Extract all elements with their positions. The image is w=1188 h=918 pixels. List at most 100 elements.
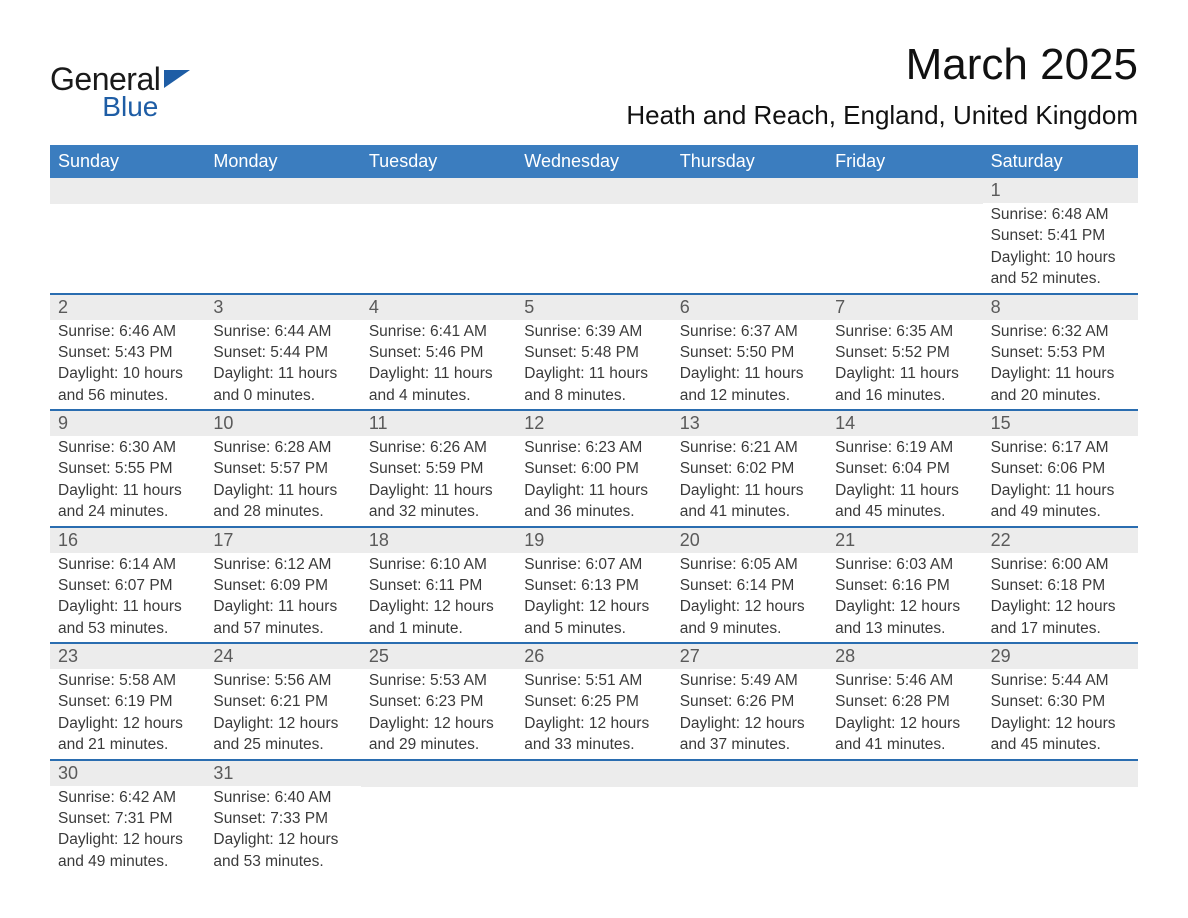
sunset-text: Sunset: 6:18 PM	[983, 574, 1138, 595]
week-row: 1Sunrise: 6:48 AMSunset: 5:41 PMDaylight…	[50, 178, 1138, 293]
sunrise-text: Sunrise: 6:17 AM	[983, 436, 1138, 457]
day-number: 31	[205, 761, 360, 786]
day-number: 6	[672, 295, 827, 320]
logo-triangle-icon	[164, 70, 190, 88]
empty-cell	[672, 178, 827, 293]
daylight-text: and 5 minutes.	[516, 617, 671, 638]
sunset-text: Sunset: 5:55 PM	[50, 457, 205, 478]
day-cell: 27Sunrise: 5:49 AMSunset: 6:26 PMDayligh…	[672, 644, 827, 759]
daylight-text: Daylight: 11 hours	[827, 479, 982, 500]
daylight-text: Daylight: 12 hours	[361, 712, 516, 733]
day-number: 14	[827, 411, 982, 436]
empty-daynum-bar	[361, 178, 516, 204]
day-cell: 3Sunrise: 6:44 AMSunset: 5:44 PMDaylight…	[205, 295, 360, 410]
empty-cell	[827, 178, 982, 293]
day-number: 30	[50, 761, 205, 786]
day-number: 4	[361, 295, 516, 320]
day-number: 28	[827, 644, 982, 669]
dow-monday: Monday	[205, 145, 360, 178]
day-cell: 16Sunrise: 6:14 AMSunset: 6:07 PMDayligh…	[50, 528, 205, 643]
empty-daynum-bar	[516, 761, 671, 787]
sunset-text: Sunset: 5:59 PM	[361, 457, 516, 478]
sunset-text: Sunset: 6:13 PM	[516, 574, 671, 595]
sunrise-text: Sunrise: 5:53 AM	[361, 669, 516, 690]
daylight-text: and 28 minutes.	[205, 500, 360, 521]
sunrise-text: Sunrise: 6:44 AM	[205, 320, 360, 341]
weeks-container: 1Sunrise: 6:48 AMSunset: 5:41 PMDaylight…	[50, 178, 1138, 875]
empty-daynum-bar	[50, 178, 205, 204]
sunrise-text: Sunrise: 6:28 AM	[205, 436, 360, 457]
day-number: 16	[50, 528, 205, 553]
day-number: 17	[205, 528, 360, 553]
dow-wednesday: Wednesday	[516, 145, 671, 178]
sunrise-text: Sunrise: 6:32 AM	[983, 320, 1138, 341]
daylight-text: Daylight: 10 hours	[50, 362, 205, 383]
day-cell: 13Sunrise: 6:21 AMSunset: 6:02 PMDayligh…	[672, 411, 827, 526]
day-cell: 18Sunrise: 6:10 AMSunset: 6:11 PMDayligh…	[361, 528, 516, 643]
day-number: 18	[361, 528, 516, 553]
day-cell: 22Sunrise: 6:00 AMSunset: 6:18 PMDayligh…	[983, 528, 1138, 643]
week-row: 30Sunrise: 6:42 AMSunset: 7:31 PMDayligh…	[50, 759, 1138, 876]
week-row: 23Sunrise: 5:58 AMSunset: 6:19 PMDayligh…	[50, 642, 1138, 759]
sunset-text: Sunset: 5:52 PM	[827, 341, 982, 362]
sunset-text: Sunset: 6:07 PM	[50, 574, 205, 595]
day-cell: 21Sunrise: 6:03 AMSunset: 6:16 PMDayligh…	[827, 528, 982, 643]
daylight-text: and 8 minutes.	[516, 384, 671, 405]
sunrise-text: Sunrise: 6:23 AM	[516, 436, 671, 457]
daylight-text: Daylight: 12 hours	[50, 828, 205, 849]
daylight-text: Daylight: 11 hours	[827, 362, 982, 383]
day-number: 2	[50, 295, 205, 320]
daylight-text: and 12 minutes.	[672, 384, 827, 405]
day-number: 10	[205, 411, 360, 436]
daylight-text: Daylight: 12 hours	[361, 595, 516, 616]
daylight-text: Daylight: 12 hours	[205, 828, 360, 849]
location-subtitle: Heath and Reach, England, United Kingdom	[626, 100, 1138, 131]
empty-daynum-bar	[983, 761, 1138, 787]
day-number: 20	[672, 528, 827, 553]
sunrise-text: Sunrise: 6:30 AM	[50, 436, 205, 457]
daylight-text: Daylight: 12 hours	[827, 595, 982, 616]
day-cell: 9Sunrise: 6:30 AMSunset: 5:55 PMDaylight…	[50, 411, 205, 526]
sunrise-text: Sunrise: 6:10 AM	[361, 553, 516, 574]
sunset-text: Sunset: 6:14 PM	[672, 574, 827, 595]
day-number: 13	[672, 411, 827, 436]
logo-text: General Blue	[50, 64, 160, 121]
daylight-text: Daylight: 11 hours	[50, 595, 205, 616]
sunrise-text: Sunrise: 6:41 AM	[361, 320, 516, 341]
day-cell: 8Sunrise: 6:32 AMSunset: 5:53 PMDaylight…	[983, 295, 1138, 410]
sunset-text: Sunset: 6:19 PM	[50, 690, 205, 711]
sunset-text: Sunset: 6:00 PM	[516, 457, 671, 478]
empty-cell	[827, 761, 982, 876]
day-number: 19	[516, 528, 671, 553]
day-number: 1	[983, 178, 1138, 203]
day-cell: 19Sunrise: 6:07 AMSunset: 6:13 PMDayligh…	[516, 528, 671, 643]
titles: March 2025 Heath and Reach, England, Uni…	[626, 40, 1138, 131]
daylight-text: Daylight: 11 hours	[516, 479, 671, 500]
sunset-text: Sunset: 6:02 PM	[672, 457, 827, 478]
daylight-text: and 9 minutes.	[672, 617, 827, 638]
sunset-text: Sunset: 7:31 PM	[50, 807, 205, 828]
sunrise-text: Sunrise: 5:51 AM	[516, 669, 671, 690]
sunrise-text: Sunrise: 5:44 AM	[983, 669, 1138, 690]
day-number: 25	[361, 644, 516, 669]
day-number: 22	[983, 528, 1138, 553]
sunrise-text: Sunrise: 6:05 AM	[672, 553, 827, 574]
sunrise-text: Sunrise: 6:19 AM	[827, 436, 982, 457]
empty-cell	[361, 178, 516, 293]
sunset-text: Sunset: 5:50 PM	[672, 341, 827, 362]
empty-daynum-bar	[827, 178, 982, 204]
daylight-text: Daylight: 11 hours	[516, 362, 671, 383]
dow-friday: Friday	[827, 145, 982, 178]
empty-daynum-bar	[672, 761, 827, 787]
day-cell: 4Sunrise: 6:41 AMSunset: 5:46 PMDaylight…	[361, 295, 516, 410]
daylight-text: Daylight: 12 hours	[205, 712, 360, 733]
daylight-text: and 37 minutes.	[672, 733, 827, 754]
sunrise-text: Sunrise: 6:12 AM	[205, 553, 360, 574]
sunset-text: Sunset: 7:33 PM	[205, 807, 360, 828]
sunset-text: Sunset: 6:26 PM	[672, 690, 827, 711]
day-number: 12	[516, 411, 671, 436]
day-cell: 7Sunrise: 6:35 AMSunset: 5:52 PMDaylight…	[827, 295, 982, 410]
day-cell: 5Sunrise: 6:39 AMSunset: 5:48 PMDaylight…	[516, 295, 671, 410]
sunrise-text: Sunrise: 6:03 AM	[827, 553, 982, 574]
logo-line2: Blue	[50, 94, 158, 121]
